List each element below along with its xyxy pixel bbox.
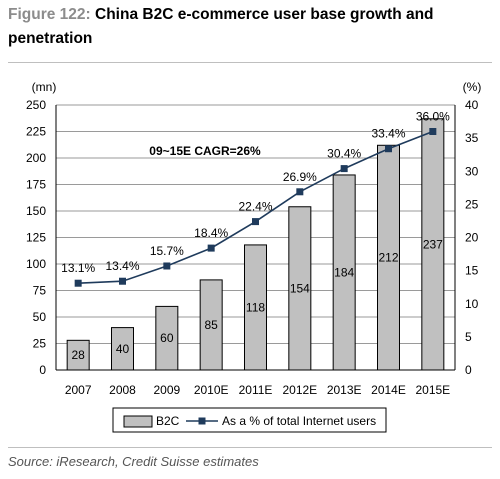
y-left-tick-label: 250 [26,98,46,112]
bottom-divider [8,447,492,448]
line-point [207,244,215,252]
figure-title-text: China B2C e-commerce user base growth an… [8,6,434,47]
y-left-tick-label: 100 [26,257,46,271]
line-point [163,262,171,270]
y-right-tick-label: 15 [465,264,479,278]
y-right-tick-label: 0 [465,363,472,377]
x-tick-label: 2015E [415,383,450,397]
y-left-tick-label: 150 [26,204,46,218]
y-left-axis-title: (mn) [32,80,57,94]
y-right-tick-label: 20 [465,231,479,245]
cagr-annotation: 09~15E CAGR=26% [149,144,261,158]
line-point-label: 30.4% [327,147,361,161]
y-right-tick-label: 10 [465,297,479,311]
line-point [429,128,437,135]
bar-value-label: 28 [71,348,85,362]
legend-bar-swatch [123,415,153,428]
bar-value-label: 118 [246,300,265,314]
bar-value-label: 60 [160,331,174,345]
y-right-tick-label: 35 [465,131,479,145]
bar-value-label: 154 [290,281,310,295]
y-right-tick-label: 30 [465,164,479,178]
y-left-tick-label: 225 [26,125,46,139]
x-tick-label: 2014E [371,383,406,397]
line-point-label: 15.7% [150,244,184,258]
legend-bar-label: B2C [156,414,180,428]
bar-value-label: 40 [116,342,130,356]
legend-line-marker [198,417,206,425]
line-point [385,145,392,153]
line-point [252,218,259,226]
y-right-tick-label: 40 [465,98,479,112]
y-left-tick-label: 0 [39,363,46,377]
y-right-tick-label: 25 [465,197,479,211]
bar-value-label: 85 [204,318,218,332]
y-right-tick-label: 5 [465,330,472,344]
x-tick-label: 2010E [194,383,229,397]
line-point-label: 13.1% [61,261,95,275]
y-left-tick-label: 175 [26,178,46,192]
bar-value-label: 237 [423,237,443,251]
line-point [340,165,348,173]
source-note: Source: iResearch, Credit Suisse estimat… [8,454,259,469]
line-point [296,188,304,196]
y-left-tick-label: 125 [26,231,46,245]
x-tick-label: 2008 [109,383,136,397]
line-point-label: 13.4% [105,259,139,273]
figure-title: Figure 122: China B2C e-commerce user ba… [8,3,496,51]
x-tick-label: 2012E [282,383,317,397]
x-tick-label: 2009 [153,383,180,397]
legend-box [112,407,387,433]
y-left-tick-label: 50 [33,310,47,324]
x-tick-label: 2013E [327,383,362,397]
bar-value-label: 184 [334,265,354,279]
top-divider [8,62,492,63]
y-left-tick-label: 200 [26,151,46,165]
line-point-label: 33.4% [371,127,405,141]
y-right-axis-title: (%) [463,80,482,94]
line-point-label: 22.4% [238,200,272,214]
x-tick-label: 2007 [65,383,92,397]
line-point-label: 18.4% [194,226,228,240]
figure-label: Figure 122: [8,6,91,23]
line-point [119,277,126,285]
line-point-label: 36.0% [416,110,450,124]
line-point-label: 26.9% [283,170,317,184]
legend-line-label: As a % of total Internet users [222,414,376,428]
bar-value-label: 212 [378,251,398,265]
y-left-tick-label: 25 [33,337,47,351]
y-left-tick-label: 75 [33,284,47,298]
x-tick-label: 2011E [239,383,273,397]
line-point [74,279,82,287]
